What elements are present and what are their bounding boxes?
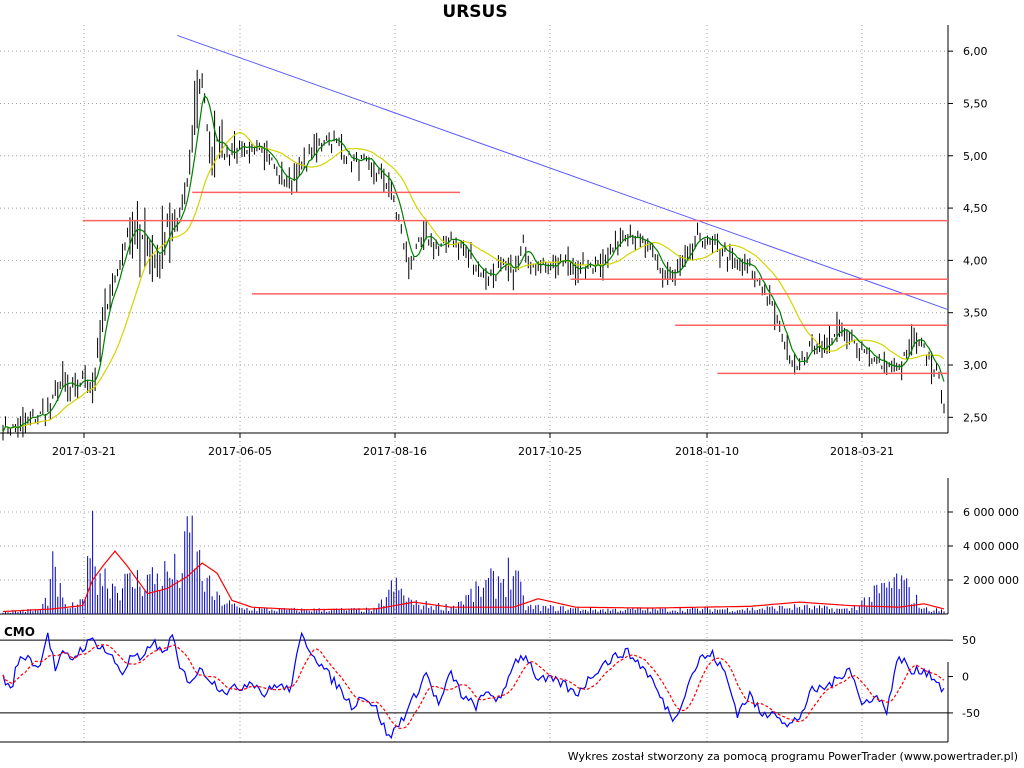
ohlc-bars [2, 69, 945, 441]
footer-credit: Wykres został stworzony za pomocą progra… [567, 750, 1018, 763]
x-tick-label: 2017-03-21 [52, 445, 116, 458]
cmo-tick-label: -50 [962, 707, 980, 720]
chart-title: URSUS [442, 2, 508, 22]
volume-tick-label: 2 000 000 [963, 574, 1019, 587]
price-tick-label: 6,00 [963, 45, 988, 58]
price-tick-label: 4,50 [963, 202, 988, 215]
x-tick-label: 2017-06-05 [208, 445, 272, 458]
price-tick-label: 5,00 [963, 150, 988, 163]
volume-tick-label: 4 000 000 [963, 540, 1019, 553]
x-tick-label: 2018-01-10 [675, 445, 739, 458]
cmo-tick-label: 50 [962, 634, 976, 647]
trendline [177, 34, 949, 311]
x-tick-label: 2017-10-25 [518, 445, 582, 458]
cmo-title: CMO [4, 625, 35, 639]
price-tick-label: 3,00 [963, 359, 988, 372]
volume-bars [2, 510, 945, 614]
cmo-line [2, 631, 945, 740]
cmo-signal-line [2, 644, 945, 729]
price-tick-label: 4,00 [963, 254, 988, 267]
price-tick-label: 3,50 [963, 307, 988, 320]
price-tick-label: 2,50 [963, 411, 988, 424]
x-tick-label: 2017-08-16 [363, 445, 427, 458]
ma-short-line [2, 94, 945, 433]
volume-average-line [2, 550, 945, 613]
volume-tick-label: 6 000 000 [963, 506, 1019, 519]
cmo-tick-label: 0 [962, 671, 969, 684]
ma-long-line [2, 131, 945, 433]
price-tick-label: 5,50 [963, 97, 988, 110]
x-tick-label: 2018-03-21 [830, 445, 894, 458]
